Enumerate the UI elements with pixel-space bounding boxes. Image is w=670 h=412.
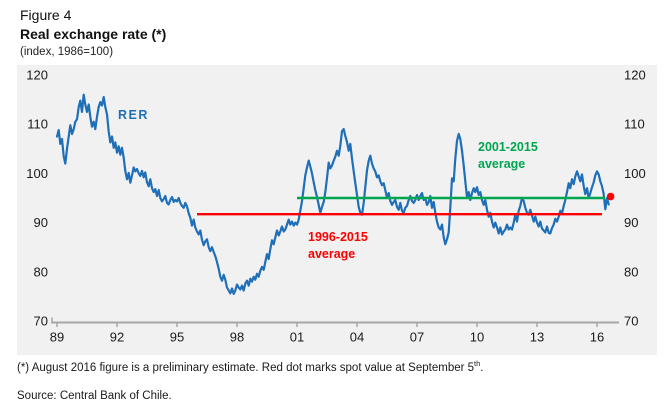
x-axis-tick-label: 01 [290,330,304,345]
x-axis-tick-label: 13 [530,330,544,345]
x-axis-tick-label: 07 [410,330,424,345]
reference-label-line1: 2001-2015 [478,140,538,154]
series-label-rer: RER [118,108,149,122]
spot-value-dot [606,192,615,201]
footnote-period: . [480,361,484,374]
footnote: (*) August 2016 figure is a preliminary … [17,359,484,374]
x-axis-tick-label: 92 [110,330,124,345]
reference-label-line2: average [308,247,356,261]
y-axis-tick-label-right: 120 [624,68,646,83]
reference-label-line2: average [478,157,526,171]
y-axis-tick-label-left: 70 [34,314,48,329]
y-axis-tick-label-left: 80 [34,264,48,279]
chart-area: 120 120 110 110 100 100 90 90 80 80 70 70 89 92 95 98 01… [17,65,657,355]
y-axis-tick-label-left: 90 [34,215,48,230]
reference-label-1996-2015-average: 1996-2015 average [308,229,368,263]
y-axis-tick-label-right: 110 [624,117,645,132]
x-axis-tick-label: 10 [470,330,484,345]
y-axis-tick-label-left: 110 [27,117,48,132]
y-axis-tick-label-left: 100 [26,166,48,181]
x-axis-tick-label: 04 [350,330,364,345]
x-axis-tick-label: 98 [230,330,244,345]
x-axis-tick-label: 95 [170,330,184,345]
y-axis-tick-label-right: 80 [624,264,638,279]
chart-title: Real exchange rate (*) [20,26,167,42]
rer-line-series [55,93,610,295]
source-line: Source: Central Bank of Chile. [17,390,172,402]
reference-label-2001-2015-average: 2001-2015 average [478,139,538,173]
y-axis-tick-label-right: 70 [624,314,638,329]
x-axis-tick-label: 89 [50,330,64,345]
footnote-text: (*) August 2016 figure is a preliminary … [17,361,475,374]
y-axis-tick-label-right: 100 [624,166,646,181]
y-axis-tick-label-left: 120 [26,68,48,83]
chart-subtitle: (index, 1986=100) [20,46,114,58]
reference-label-line1: 1996-2015 [308,230,368,244]
x-axis-tick-label: 16 [590,330,604,345]
footnote-superscript: th [474,359,481,368]
figure-label: Figure 4 [20,7,72,23]
y-axis-tick-label-right: 90 [624,215,638,230]
